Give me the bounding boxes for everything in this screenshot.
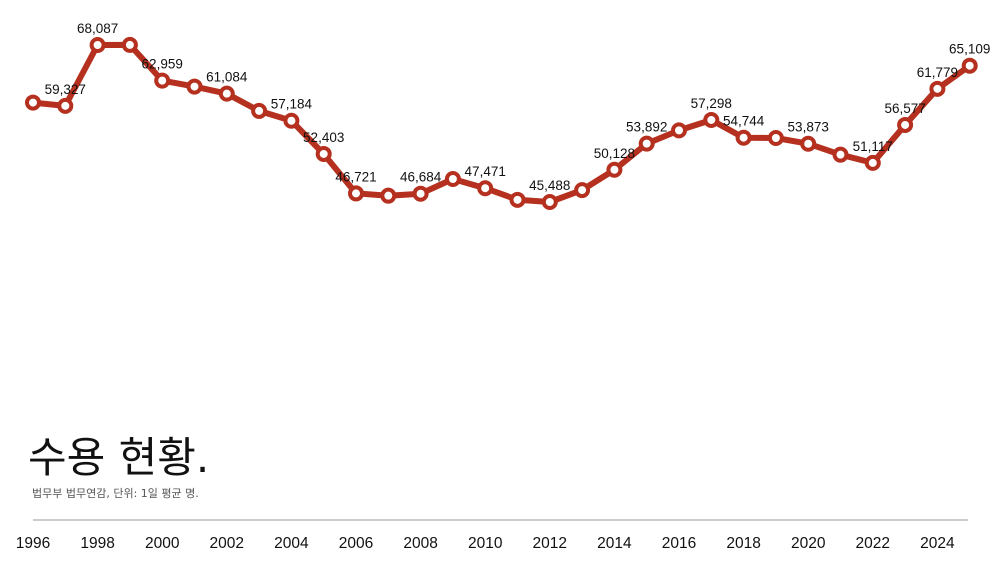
data-label: 53,892 [626,120,667,135]
data-label: 52,403 [303,130,344,145]
data-point [735,129,752,146]
x-tick-label: 2012 [533,535,567,552]
data-markers [25,36,978,210]
data-point [283,112,300,129]
data-point [800,135,817,152]
data-label: 46,684 [400,170,442,185]
data-label: 61,779 [917,65,958,80]
data-point [671,122,687,139]
x-tick-label: 2022 [856,535,890,552]
data-point [25,94,41,111]
data-label: 53,873 [788,120,829,135]
x-tick-labels: 1996 1998 2000 2002 2004 2006 2008 2010 2012 2014… [16,535,955,552]
data-point [703,111,720,128]
data-point [348,185,364,202]
x-tick-label: 2024 [920,535,955,552]
data-point [864,154,881,171]
x-tick-label: 2006 [339,535,373,552]
data-label: 56,577 [884,101,925,116]
data-label: 65,109 [949,42,990,57]
data-point [638,135,655,152]
x-tick-label: 2002 [210,535,244,552]
data-point [541,194,558,210]
data-point [412,185,429,202]
x-tick-label: 2020 [791,535,826,552]
x-tick-label: 1998 [80,535,114,552]
x-tick-label: 2014 [597,535,632,552]
data-label: 57,184 [271,97,313,112]
data-point [961,57,978,74]
data-label: 54,744 [723,114,765,129]
data-point [154,72,171,89]
data-label: 45,488 [529,178,570,193]
data-point [477,180,494,197]
data-label: 59,327 [45,82,86,97]
x-tick-label: 2016 [662,535,696,552]
data-label: 61,084 [206,70,248,85]
data-point [767,130,784,147]
data-point [57,97,74,114]
data-point [251,102,268,119]
x-tick-label: 2000 [145,535,180,552]
data-point [186,78,203,95]
data-label: 57,298 [691,96,732,111]
data-point [606,161,623,178]
data-point [89,37,106,53]
data-label: 68,087 [77,21,118,36]
x-tick-label: 1996 [16,535,50,552]
x-tick-label: 2008 [403,535,437,552]
x-tick-label: 2004 [274,535,309,552]
data-point [444,170,461,187]
data-point [509,191,526,208]
data-point [218,85,235,102]
data-label: 50,128 [594,146,635,161]
data-point [380,187,397,204]
data-point [315,145,332,162]
data-point [929,80,946,97]
data-label: 46,721 [335,169,376,184]
data-point [121,36,138,53]
data-label: 62,959 [142,57,183,72]
data-point [832,146,849,163]
chart-title: 수용 현황. [28,433,210,482]
x-tick-label: 2018 [726,535,760,552]
data-label: 51,117 [853,139,893,154]
data-label: 47,471 [465,164,506,179]
data-point [574,182,591,199]
data-point [897,116,914,133]
data-labels: 59,327 68,087 62,959 61,084 57,184 52,403 46,7… [45,21,991,193]
chart-subtitle: 법무부 법무연감, 단위: 1일 평균 명. [32,487,199,500]
x-tick-label: 2010 [468,535,503,552]
